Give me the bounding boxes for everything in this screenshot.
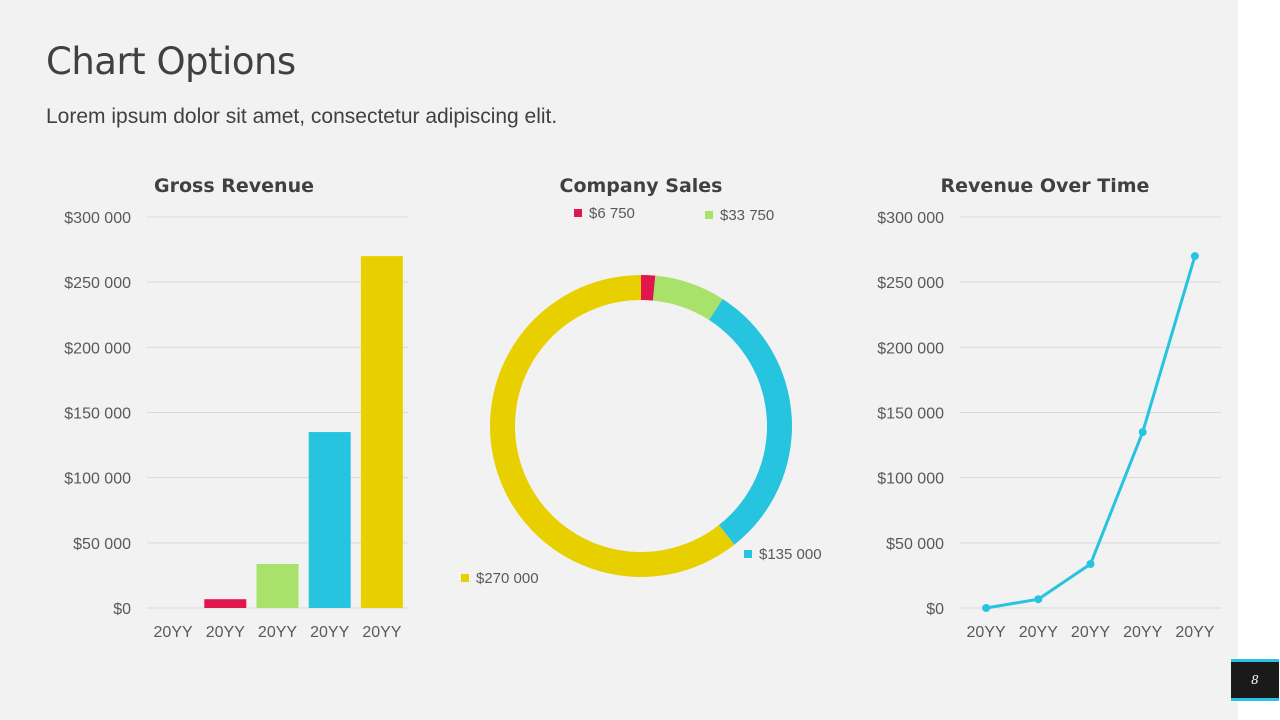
legend-marker (461, 574, 469, 582)
slice-label: $6 750 (589, 205, 635, 222)
x-tick-label: 20YY (206, 624, 245, 641)
x-tick-label: 20YY (258, 624, 297, 641)
x-tick-label: 20YY (967, 624, 1006, 641)
legend-marker (744, 550, 752, 558)
page-number: 8 (1251, 673, 1259, 687)
y-tick-label: $250 000 (64, 275, 131, 292)
data-point (1190, 252, 1199, 261)
data-point (1034, 595, 1043, 604)
y-tick-label: $200 000 (64, 340, 131, 357)
slice-label: $33 750 (720, 207, 774, 224)
slice-label: $270 000 (476, 570, 539, 587)
chart-title: Gross Revenue (154, 175, 314, 197)
slide-edge-strip (1238, 0, 1280, 720)
y-tick-label: $150 000 (64, 406, 131, 423)
y-tick-label: $50 000 (73, 536, 131, 553)
bar (308, 432, 351, 608)
page-number-badge: 8 (1231, 659, 1279, 701)
bar (204, 599, 247, 608)
revenue-over-time-chart: Revenue Over Time $0 $50 000 $100 000 $150 0… (877, 175, 1221, 641)
x-tick-label: 20YY (1123, 624, 1162, 641)
donut-slice (490, 275, 735, 577)
x-tick-label: 20YY (1175, 624, 1214, 641)
y-tick-label: $100 000 (64, 471, 131, 488)
y-tick-label: $100 000 (877, 471, 944, 488)
slide-subtitle: Lorem ipsum dolor sit amet, consectetur … (46, 105, 558, 128)
x-tick-label: 20YY (310, 624, 349, 641)
x-tick-label: 20YY (1071, 624, 1110, 641)
y-tick-label: $300 000 (64, 210, 131, 227)
x-tick-label: 20YY (154, 624, 193, 641)
bar (360, 256, 403, 608)
legend-marker (574, 209, 582, 217)
company-sales-chart: Company Sales $6 750 $33 750 $135 000 $270 0… (461, 175, 822, 587)
donut-slice (641, 275, 656, 301)
chart-title: Revenue Over Time (941, 175, 1150, 197)
y-tick-label: $0 (926, 601, 944, 618)
donut-slice (652, 275, 723, 321)
x-tick-label: 20YY (362, 624, 401, 641)
data-point (982, 604, 991, 612)
data-point (1086, 560, 1095, 569)
y-tick-label: $250 000 (877, 275, 944, 292)
slice-label: $135 000 (759, 546, 822, 563)
chart-title: Company Sales (560, 175, 723, 197)
data-point (1138, 428, 1147, 437)
bar (256, 564, 299, 608)
donut-slice (709, 298, 792, 545)
series-line (985, 255, 1197, 610)
y-tick-label: $200 000 (877, 340, 944, 357)
x-tick-label: 20YY (1019, 624, 1058, 641)
y-tick-label: $50 000 (886, 536, 944, 553)
slide-title: Chart Options (46, 40, 296, 83)
legend-marker (705, 211, 713, 219)
y-tick-label: $0 (113, 601, 131, 618)
y-tick-label: $150 000 (877, 406, 944, 423)
y-tick-label: $300 000 (877, 210, 944, 227)
gross-revenue-chart: Gross Revenue $0 $50 000 $100 000 $150 000 $2… (64, 175, 408, 641)
